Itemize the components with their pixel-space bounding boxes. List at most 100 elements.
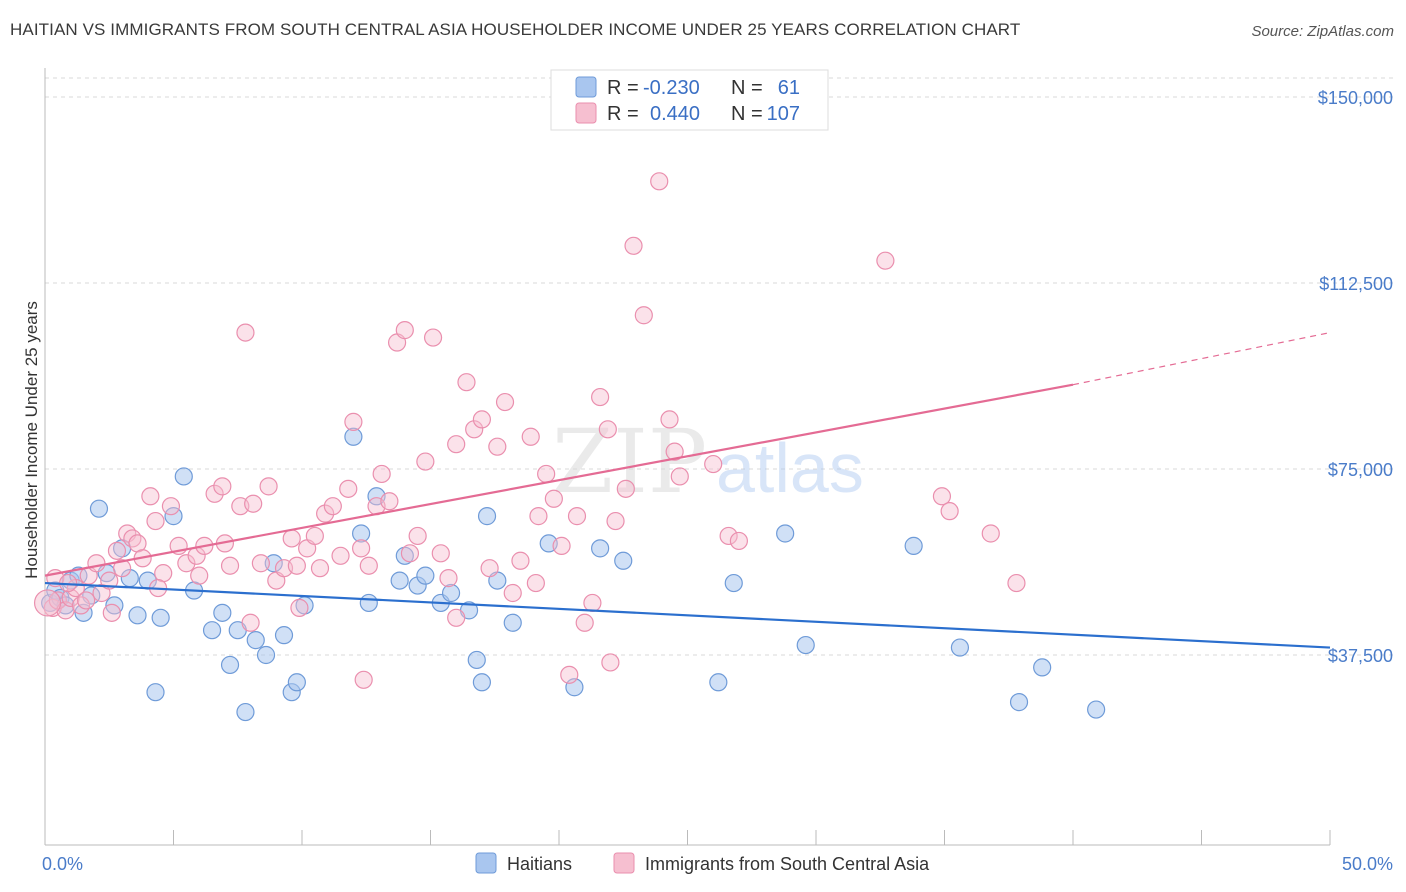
point-south-central-asia-13 xyxy=(123,529,142,548)
point-south-central-asia-104 xyxy=(102,603,121,622)
point-haitians-8 xyxy=(89,499,109,518)
point-south-central-asia-41 xyxy=(339,479,358,498)
legend-swatch-pink xyxy=(575,102,597,124)
point-south-central-asia-24 xyxy=(205,484,224,503)
point-south-central-asia-81 xyxy=(660,410,679,429)
point-haitians-24 xyxy=(236,702,255,722)
point-south-central-asia-76 xyxy=(606,511,625,531)
y-axis-label: Householder Income Under 25 years xyxy=(22,301,41,579)
point-haitians-53 xyxy=(724,573,743,593)
y-tick-labels: $37,500 $75,000 $112,500 $150,000 xyxy=(1318,88,1393,666)
source-note: Source: ZipAtlas.com xyxy=(1251,23,1394,40)
watermark-atlas: atlas xyxy=(716,429,864,507)
point-south-central-asia-38 xyxy=(316,504,335,523)
point-haitians-51 xyxy=(614,551,633,570)
point-south-central-asia-78 xyxy=(624,236,643,255)
point-haitians-32 xyxy=(344,427,363,446)
point-haitians-26 xyxy=(256,645,276,665)
point-south-central-asia-91 xyxy=(981,524,1000,543)
point-south-central-asia-53 xyxy=(423,328,443,347)
point-haitians-36 xyxy=(390,571,409,590)
point-south-central-asia-71 xyxy=(567,507,587,526)
point-south-central-asia-37 xyxy=(305,526,324,546)
point-south-central-asia-97 xyxy=(241,613,260,632)
trend-line-haitians xyxy=(44,581,1331,649)
point-haitians-54 xyxy=(776,524,795,543)
legend-r-value-2: 0.440 xyxy=(650,103,700,125)
point-south-central-asia-106 xyxy=(287,556,306,575)
point-south-central-asia-101 xyxy=(526,573,545,593)
y-tick-label-0: $37,500 xyxy=(1328,646,1393,666)
point-haitians-57 xyxy=(950,638,970,657)
point-south-central-asia-46 xyxy=(372,464,391,484)
point-south-central-asia-9 xyxy=(100,571,119,590)
point-south-central-asia-47 xyxy=(380,492,399,511)
point-south-central-asia-43 xyxy=(352,539,371,558)
point-south-central-asia-92 xyxy=(1007,573,1026,593)
point-south-central-asia-3 xyxy=(61,588,80,608)
point-haitians-43 xyxy=(467,650,486,670)
point-south-central-asia-5 xyxy=(71,596,91,615)
point-haitians-41 xyxy=(441,583,461,603)
point-haitians-15 xyxy=(146,683,165,702)
point-south-central-asia-56 xyxy=(447,435,466,454)
legend-n-label-2: N = xyxy=(731,103,763,125)
point-south-central-asia-75 xyxy=(598,420,617,439)
point-south-central-asia-89 xyxy=(932,487,952,506)
point-south-central-asia-29 xyxy=(244,494,263,513)
bottom-legend: Haitians Immigrants from South Central A… xyxy=(475,852,930,874)
point-south-central-asia-88 xyxy=(876,251,895,270)
trend-lines xyxy=(44,332,1331,649)
point-south-central-asia-16 xyxy=(141,487,160,506)
legend-swatch-blue xyxy=(575,76,597,98)
point-haitians-44 xyxy=(472,673,491,692)
legend-r-label-2: R = xyxy=(607,103,639,125)
y-tick-label-2: $112,500 xyxy=(1319,274,1393,294)
point-south-central-asia-50 xyxy=(400,544,420,563)
point-south-central-asia-31 xyxy=(259,477,278,496)
point-south-central-asia-19 xyxy=(161,497,181,516)
gridlines xyxy=(45,77,1395,656)
point-south-central-asia-35 xyxy=(290,598,309,617)
bottom-legend-swatch-blue xyxy=(475,852,497,874)
point-south-central-asia-17 xyxy=(146,511,165,531)
point-haitians-34 xyxy=(359,593,378,613)
point-south-central-asia-51 xyxy=(408,526,427,546)
point-south-central-asia-94 xyxy=(77,591,96,610)
point-south-central-asia-54 xyxy=(431,544,450,563)
legend-r-value-1: -0.230 xyxy=(643,77,700,99)
point-south-central-asia-34 xyxy=(282,529,301,548)
point-south-central-asia-61 xyxy=(488,437,507,456)
bottom-legend-south-central-asia: Immigrants from South Central Asia xyxy=(645,854,930,874)
point-haitians-20 xyxy=(202,621,222,640)
point-south-central-asia-74 xyxy=(591,387,610,407)
point-south-central-asia-21 xyxy=(177,554,196,573)
point-south-central-asia-25 xyxy=(213,477,232,496)
legend-n-value-2: 107 xyxy=(767,103,800,125)
x-tick-labels: 0.0% 50.0% xyxy=(42,854,1393,874)
trend-line-south-central-asia xyxy=(44,383,1074,577)
chart-title: HAITIAN VS IMMIGRANTS FROM SOUTH CENTRAL… xyxy=(10,20,1021,39)
point-haitians-45 xyxy=(477,507,497,526)
point-south-central-asia-65 xyxy=(521,427,540,446)
point-south-central-asia-102 xyxy=(601,653,620,672)
point-south-central-asia-30 xyxy=(251,554,270,573)
point-haitians-13 xyxy=(128,606,147,625)
point-south-central-asia-98 xyxy=(310,559,330,578)
point-south-central-asia-90 xyxy=(940,502,959,521)
point-haitians-39 xyxy=(416,566,435,585)
point-haitians-30 xyxy=(287,673,306,692)
point-haitians-52 xyxy=(709,673,728,692)
point-south-central-asia-44 xyxy=(359,556,378,575)
point-south-central-asia-72 xyxy=(575,613,594,632)
point-haitians-60 xyxy=(1087,700,1106,719)
point-south-central-asia-85 xyxy=(719,526,738,546)
point-south-central-asia-63 xyxy=(503,583,522,603)
point-south-central-asia-83 xyxy=(670,467,689,486)
point-south-central-asia-80 xyxy=(650,172,669,191)
point-south-central-asia-7 xyxy=(87,554,106,573)
point-south-central-asia-73 xyxy=(583,593,602,613)
point-south-central-asia-84 xyxy=(704,454,723,474)
point-haitians-59 xyxy=(1033,658,1052,677)
